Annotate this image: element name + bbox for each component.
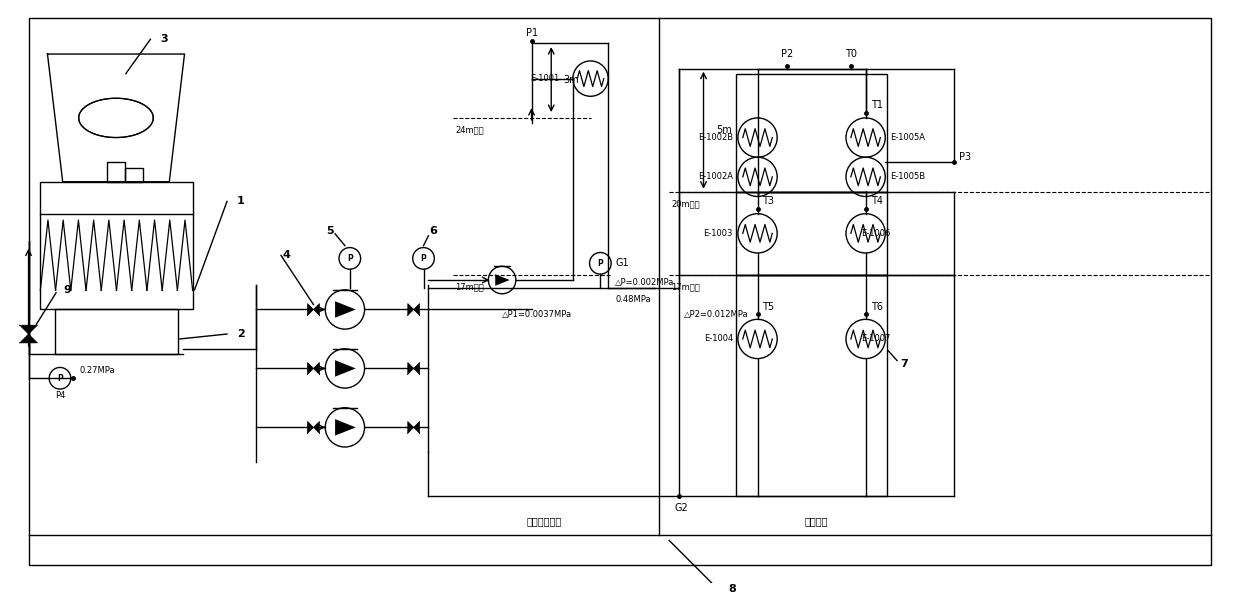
- Bar: [41, 182, 192, 310]
- Text: 0.27MPa: 0.27MPa: [79, 366, 115, 375]
- Text: 17m平台: 17m平台: [455, 282, 484, 291]
- Text: E-1004: E-1004: [704, 334, 733, 343]
- Text: E-1001: E-1001: [529, 74, 559, 83]
- Text: P: P: [420, 254, 427, 263]
- Text: E-1007: E-1007: [861, 334, 890, 343]
- Text: 20m平台: 20m平台: [671, 199, 699, 208]
- Text: T1: T1: [870, 100, 883, 110]
- Text: 4: 4: [281, 250, 290, 260]
- Polygon shape: [20, 334, 37, 343]
- Text: E-1003: E-1003: [703, 229, 733, 238]
- Text: E-1002A: E-1002A: [698, 173, 733, 181]
- Text: △P=0.002MPa: △P=0.002MPa: [615, 279, 675, 288]
- Text: △P2=0.012MPa: △P2=0.012MPa: [684, 310, 749, 319]
- Text: P: P: [57, 374, 63, 382]
- Text: T0: T0: [844, 49, 857, 59]
- Text: P2: P2: [781, 49, 794, 59]
- Polygon shape: [335, 419, 356, 436]
- Text: T5: T5: [763, 301, 775, 311]
- Text: △P1=0.0037MPa: △P1=0.0037MPa: [502, 310, 572, 319]
- Text: 8: 8: [728, 585, 735, 593]
- Text: E-1005B: E-1005B: [890, 173, 925, 181]
- Bar: [125, 168, 143, 182]
- Text: E-1002B: E-1002B: [698, 133, 733, 142]
- Text: P4: P4: [55, 391, 66, 400]
- Text: P1: P1: [526, 28, 538, 39]
- Polygon shape: [414, 304, 419, 315]
- Bar: [55, 310, 177, 353]
- Text: 6: 6: [429, 226, 438, 236]
- Text: T4: T4: [870, 196, 883, 206]
- Text: P3: P3: [959, 152, 971, 162]
- Text: P: P: [347, 254, 352, 263]
- Text: E-1006: E-1006: [861, 229, 890, 238]
- Text: 3: 3: [160, 34, 167, 44]
- Text: 污水汽提装置: 污水汽提装置: [526, 516, 562, 526]
- Polygon shape: [314, 304, 320, 315]
- Polygon shape: [414, 422, 419, 433]
- Text: 3m: 3m: [563, 75, 579, 85]
- Text: 0.48MPa: 0.48MPa: [615, 295, 651, 304]
- Text: 焦化装置: 焦化装置: [805, 516, 828, 526]
- Bar: [735, 74, 888, 192]
- Text: E-1005A: E-1005A: [890, 133, 925, 142]
- Text: 9: 9: [63, 285, 71, 295]
- Text: 1: 1: [237, 196, 244, 206]
- Polygon shape: [414, 362, 419, 374]
- Text: 2: 2: [237, 329, 244, 339]
- Polygon shape: [408, 422, 414, 433]
- Polygon shape: [495, 274, 510, 286]
- Bar: [735, 192, 888, 275]
- Polygon shape: [408, 304, 414, 315]
- Bar: [107, 162, 125, 182]
- Polygon shape: [308, 304, 314, 315]
- Polygon shape: [20, 325, 37, 334]
- Text: G2: G2: [675, 503, 688, 513]
- Text: 17m平台: 17m平台: [671, 282, 699, 291]
- Text: P: P: [598, 259, 603, 268]
- Polygon shape: [335, 301, 356, 318]
- Bar: [735, 275, 888, 496]
- Polygon shape: [308, 362, 314, 374]
- Polygon shape: [314, 422, 320, 433]
- Polygon shape: [314, 362, 320, 374]
- Text: 5: 5: [326, 226, 334, 236]
- Text: T6: T6: [870, 301, 883, 311]
- Text: G1: G1: [615, 259, 629, 268]
- Text: 5m: 5m: [717, 125, 732, 135]
- Polygon shape: [308, 422, 314, 433]
- Polygon shape: [335, 360, 356, 377]
- Text: 7: 7: [900, 359, 908, 368]
- Text: T3: T3: [763, 196, 775, 206]
- Text: 24m平台: 24m平台: [455, 125, 484, 134]
- Polygon shape: [408, 362, 414, 374]
